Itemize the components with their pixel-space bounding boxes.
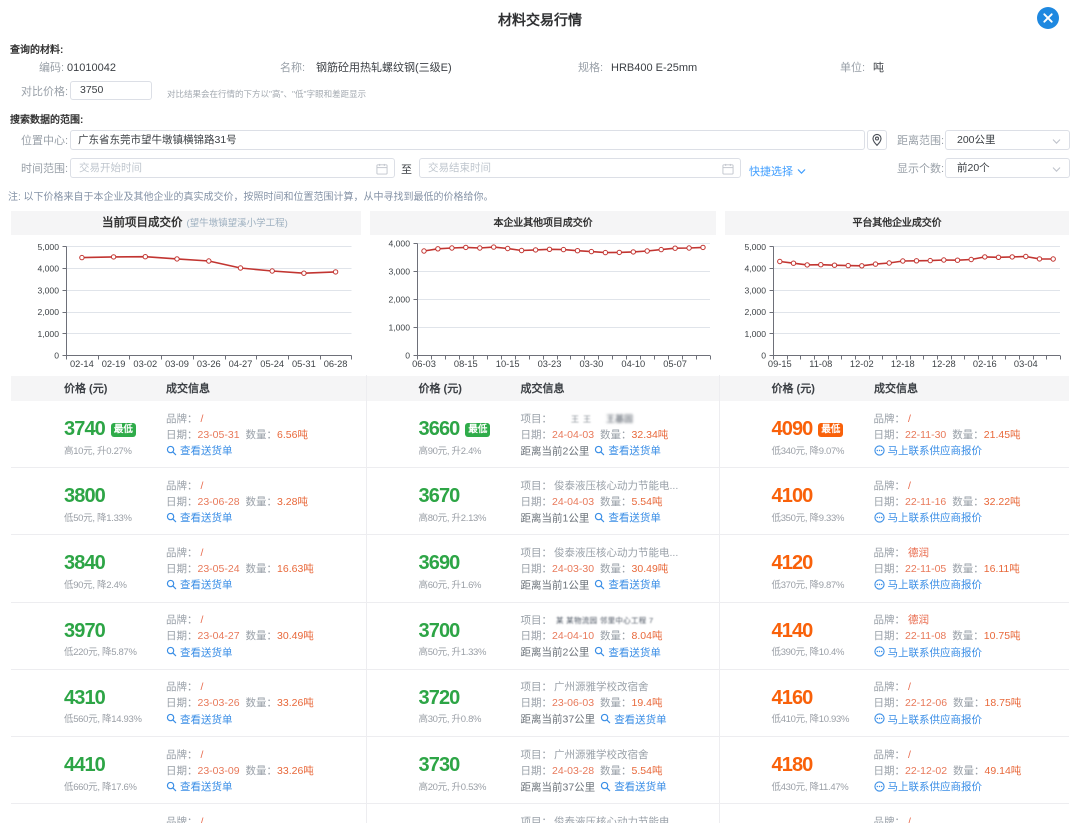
svg-text:02-16: 02-16 — [973, 359, 997, 369]
svg-text:12-18: 12-18 — [891, 359, 915, 369]
svg-text:4,000: 4,000 — [744, 264, 766, 274]
svg-text:02-19: 02-19 — [102, 359, 126, 369]
svg-text:1,000: 1,000 — [37, 329, 59, 339]
svg-text:03-09: 03-09 — [165, 359, 189, 369]
svg-text:03-02: 03-02 — [133, 359, 157, 369]
svg-text:06-03: 06-03 — [412, 359, 436, 369]
svg-text:5,000: 5,000 — [37, 242, 59, 252]
svg-text:03-23: 03-23 — [538, 359, 562, 369]
svg-text:03-26: 03-26 — [197, 359, 221, 369]
svg-text:0: 0 — [405, 351, 410, 361]
svg-text:04-10: 04-10 — [621, 359, 645, 369]
svg-text:10-15: 10-15 — [496, 359, 520, 369]
svg-text:05-07: 05-07 — [663, 359, 687, 369]
svg-text:06-28: 06-28 — [324, 359, 348, 369]
svg-text:08-15: 08-15 — [454, 359, 478, 369]
svg-text:05-31: 05-31 — [292, 359, 316, 369]
svg-text:4,000: 4,000 — [388, 239, 410, 249]
svg-text:05-24: 05-24 — [260, 359, 284, 369]
svg-text:2,000: 2,000 — [388, 295, 410, 305]
svg-text:2,000: 2,000 — [744, 307, 766, 317]
svg-text:11-08: 11-08 — [809, 359, 832, 369]
svg-text:03-30: 03-30 — [580, 359, 604, 369]
svg-text:12-02: 12-02 — [850, 359, 874, 369]
svg-text:3,000: 3,000 — [744, 285, 766, 295]
svg-text:3,000: 3,000 — [388, 267, 410, 277]
svg-text:4,000: 4,000 — [37, 264, 59, 274]
svg-text:0: 0 — [54, 351, 59, 361]
svg-text:03-04: 03-04 — [1014, 359, 1038, 369]
svg-text:1,000: 1,000 — [744, 329, 766, 339]
svg-text:5,000: 5,000 — [744, 242, 766, 252]
svg-text:1,000: 1,000 — [388, 323, 410, 333]
svg-text:3,000: 3,000 — [37, 285, 59, 295]
svg-text:09-15: 09-15 — [768, 359, 792, 369]
svg-text:2,000: 2,000 — [37, 307, 59, 317]
svg-text:0: 0 — [761, 351, 766, 361]
svg-text:12-28: 12-28 — [932, 359, 956, 369]
svg-text:02-14: 02-14 — [70, 359, 94, 369]
svg-text:04-27: 04-27 — [229, 359, 253, 369]
